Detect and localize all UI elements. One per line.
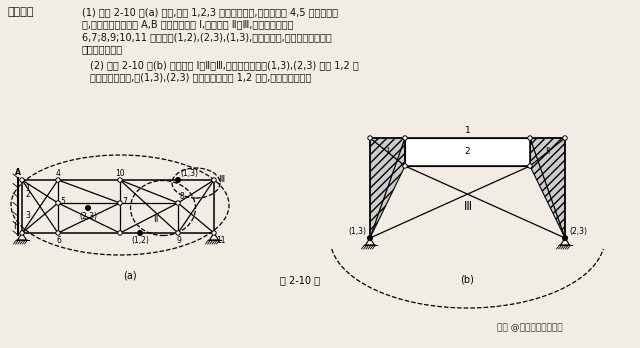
Circle shape xyxy=(403,164,407,168)
Text: 10: 10 xyxy=(115,169,125,178)
Polygon shape xyxy=(405,138,530,166)
Circle shape xyxy=(176,201,180,205)
Circle shape xyxy=(563,236,568,240)
Text: 解题过程: 解题过程 xyxy=(7,7,33,17)
Circle shape xyxy=(563,136,567,140)
Text: (2,3): (2,3) xyxy=(79,212,97,221)
Text: 2: 2 xyxy=(465,148,470,157)
Text: Ⅱ: Ⅱ xyxy=(545,148,550,157)
Text: (1,3): (1,3) xyxy=(180,169,198,178)
Text: 4: 4 xyxy=(56,169,60,178)
Text: I: I xyxy=(386,148,389,157)
Circle shape xyxy=(367,236,372,240)
Text: (b): (b) xyxy=(461,275,474,285)
Text: Ⅲ: Ⅲ xyxy=(218,175,224,184)
Text: Ⅱ: Ⅱ xyxy=(153,214,157,223)
Text: I: I xyxy=(13,222,16,231)
Text: 11: 11 xyxy=(216,236,225,245)
Text: 2: 2 xyxy=(25,190,29,199)
Circle shape xyxy=(118,201,122,205)
Text: 3: 3 xyxy=(25,212,30,221)
Text: 头条 @学槿课后答案解析: 头条 @学槿课后答案解析 xyxy=(497,324,563,332)
Circle shape xyxy=(20,178,24,182)
Circle shape xyxy=(86,206,90,211)
Text: 6,7;8,9;10,11 相连交于(1,2),(2,3),(1,3),三铰不共线,故为几何不变体系: 6,7;8,9;10,11 相连交于(1,2),(2,3),(1,3),三铰不共… xyxy=(82,32,332,42)
Circle shape xyxy=(528,164,532,168)
Circle shape xyxy=(175,177,180,182)
Circle shape xyxy=(138,230,143,236)
Circle shape xyxy=(368,136,372,140)
Circle shape xyxy=(56,201,60,205)
Text: 6: 6 xyxy=(56,236,61,245)
Circle shape xyxy=(118,231,122,235)
Circle shape xyxy=(20,231,24,235)
Text: 5: 5 xyxy=(60,198,65,206)
Circle shape xyxy=(403,136,407,140)
Text: 9: 9 xyxy=(177,236,181,245)
Text: (2) 如解 2-10 图(b) 所示刚片 Ⅰ、Ⅱ、Ⅲ,三刚片分别由铰(1,3),(2,3) 及杆 1,2 交: (2) 如解 2-10 图(b) 所示刚片 Ⅰ、Ⅱ、Ⅲ,三刚片分别由铰(1,3)… xyxy=(90,60,359,70)
Text: 片,与大地之间由支座 A,B 相连即为刚片 Ⅰ,易得刚片 Ⅱ、Ⅲ,三刚片分别由杆: 片,与大地之间由支座 A,B 相连即为刚片 Ⅰ,易得刚片 Ⅱ、Ⅲ,三刚片分别由杆 xyxy=(82,19,294,30)
Text: 1: 1 xyxy=(465,126,470,135)
Text: Ⅲ: Ⅲ xyxy=(463,200,472,214)
Text: (1,3): (1,3) xyxy=(348,227,366,236)
Circle shape xyxy=(56,231,60,235)
Text: 于无穷远处虚铰,但(1,3),(2,3) 连线与平行链杆 1,2 平行,故体系为瞬变。: 于无穷远处虚铰,但(1,3),(2,3) 连线与平行链杆 1,2 平行,故体系为… xyxy=(90,72,312,82)
Circle shape xyxy=(176,231,180,235)
Text: 且无多余约束。: 且无多余约束。 xyxy=(82,45,123,55)
Polygon shape xyxy=(370,138,405,238)
Text: 7: 7 xyxy=(122,198,127,206)
Circle shape xyxy=(212,231,216,235)
Circle shape xyxy=(56,178,60,182)
Text: 8: 8 xyxy=(180,192,185,201)
Text: 1: 1 xyxy=(25,184,29,193)
Text: (1,2): (1,2) xyxy=(131,236,149,245)
Circle shape xyxy=(118,178,122,182)
Circle shape xyxy=(212,178,216,182)
Polygon shape xyxy=(530,138,565,238)
Text: (a): (a) xyxy=(123,271,137,281)
Text: A: A xyxy=(15,168,21,177)
Text: 解 2-10 图: 解 2-10 图 xyxy=(280,275,320,285)
Text: (1) 如解 2-10 图(a) 所示,链杆 1,2,3 构成一个刚片,加上二元体 4,5 是一个新刚: (1) 如解 2-10 图(a) 所示,链杆 1,2,3 构成一个刚片,加上二元… xyxy=(82,7,338,17)
Circle shape xyxy=(528,136,532,140)
Text: (2,3): (2,3) xyxy=(569,227,587,236)
